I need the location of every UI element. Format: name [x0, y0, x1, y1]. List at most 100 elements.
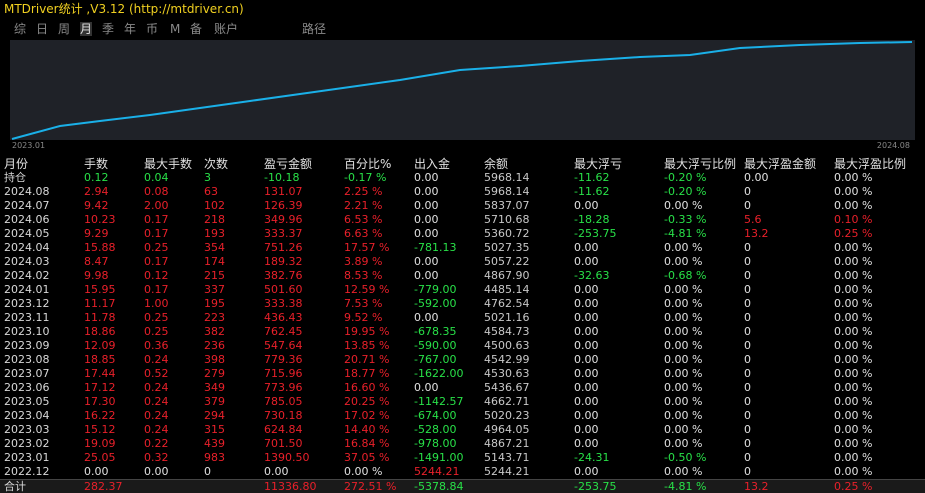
cell: 0 — [744, 241, 751, 254]
cell: 0 — [744, 269, 751, 282]
tab[interactable]: 综 — [14, 22, 27, 36]
row-label: 2023.04 — [4, 409, 50, 422]
cell: 0.00 % — [834, 339, 873, 352]
cell: 4500.63 — [484, 339, 530, 352]
tab[interactable]: M — [170, 22, 181, 36]
x-end-label: 2024.08 — [877, 141, 910, 150]
cell: 193 — [204, 227, 225, 240]
cell: 4867.90 — [484, 269, 530, 282]
cell: 382.76 — [264, 269, 303, 282]
cell: -0.20 % — [664, 171, 707, 184]
cell: 5360.72 — [484, 227, 530, 240]
cell: 0 — [744, 423, 751, 436]
cell: 9.98 — [84, 269, 109, 282]
cell: 0.00 % — [664, 311, 703, 324]
tab[interactable]: 路径 — [302, 22, 327, 36]
cell: -32.63 — [574, 269, 610, 282]
cell: 0.17 — [144, 255, 169, 268]
cell: 0.00 — [414, 213, 439, 226]
cell: -11.62 — [574, 185, 610, 198]
cell: 0 — [744, 381, 751, 394]
cell: 0.00 — [574, 395, 599, 408]
column-header: 最大浮亏比例 — [664, 157, 737, 171]
cell: -0.20 % — [664, 185, 707, 198]
cell: -11.62 — [574, 171, 610, 184]
cell: 4584.73 — [484, 325, 530, 338]
cell: 5020.23 — [484, 409, 530, 422]
tab[interactable]: 备 — [190, 22, 203, 36]
cell: 0.00 % — [834, 395, 873, 408]
tab[interactable]: 月 — [80, 22, 93, 36]
row-label: 2023.05 — [4, 395, 50, 408]
column-header: 次数 — [204, 157, 229, 171]
cell: -590.00 — [414, 339, 457, 352]
cell: 3.89 % — [344, 255, 383, 268]
cell: 0 — [204, 465, 211, 478]
cell: 6.53 % — [344, 213, 383, 226]
column-header: 最大浮盈金额 — [744, 157, 817, 171]
cell: 773.96 — [264, 381, 303, 394]
cell: 2.25 % — [344, 185, 383, 198]
cell: 0 — [744, 185, 751, 198]
cell: 218 — [204, 213, 225, 226]
cell: 195 — [204, 297, 225, 310]
cell: 0 — [744, 283, 751, 296]
cell: 785.05 — [264, 395, 303, 408]
cell: 5143.71 — [484, 451, 530, 464]
cell: 0.22 — [144, 437, 169, 450]
cell: -767.00 — [414, 353, 457, 366]
cell: 0.00 — [574, 367, 599, 380]
cell: 0.00 — [574, 241, 599, 254]
tab[interactable]: 季 — [102, 22, 115, 36]
tab[interactable]: 币 — [146, 22, 159, 36]
tab[interactable]: 日 — [36, 22, 49, 36]
cell: 547.64 — [264, 339, 303, 352]
row-label: 2023.02 — [4, 437, 50, 450]
cell: 215 — [204, 269, 225, 282]
cell: 333.37 — [264, 227, 303, 240]
cell: 0 — [744, 395, 751, 408]
cell: 63 — [204, 185, 218, 198]
cell: 0.00 % — [664, 367, 703, 380]
cell: 349 — [204, 381, 225, 394]
cell: 4530.63 — [484, 367, 530, 380]
tab[interactable]: 账户 — [214, 22, 239, 36]
tab[interactable]: 周 — [58, 22, 71, 36]
cell: 0.00 % — [834, 311, 873, 324]
cell: 131.07 — [264, 185, 303, 198]
row-label: 2023.07 — [4, 367, 50, 380]
row-label: 2023.06 — [4, 381, 50, 394]
cell: -678.35 — [414, 325, 457, 338]
cell: 0.00 — [574, 297, 599, 310]
total-cell: 282.37 — [84, 480, 123, 493]
cell: 439 — [204, 437, 225, 450]
cell: -0.68 % — [664, 269, 707, 282]
cell: 0 — [744, 311, 751, 324]
cell: 0.25 — [144, 311, 169, 324]
cell: 0.00 — [414, 381, 439, 394]
cell: 4762.54 — [484, 297, 530, 310]
cell: 0 — [744, 353, 751, 366]
cell: 0.00 % — [834, 283, 873, 296]
cell: -781.13 — [414, 241, 457, 254]
cell: 5837.07 — [484, 199, 530, 212]
cell: 0 — [744, 325, 751, 338]
cell: 0.00 % — [834, 241, 873, 254]
cell: 17.30 — [84, 395, 116, 408]
cell: 4542.99 — [484, 353, 530, 366]
tab[interactable]: 年 — [124, 22, 137, 36]
column-header: 余额 — [484, 157, 509, 171]
cell: 236 — [204, 339, 225, 352]
row-label: 2024.07 — [4, 199, 50, 212]
cell: 20.25 % — [344, 395, 390, 408]
cell: 189.32 — [264, 255, 303, 268]
cell: 5244.21 — [484, 465, 530, 478]
cell: 12.09 — [84, 339, 116, 352]
cell: 16.60 % — [344, 381, 390, 394]
cell: 349.96 — [264, 213, 303, 226]
cell: 0.00 — [574, 255, 599, 268]
cell: 11.17 — [84, 297, 116, 310]
total-row-bg — [0, 479, 925, 493]
cell: 18.86 — [84, 325, 116, 338]
cell: 0.00 — [574, 283, 599, 296]
